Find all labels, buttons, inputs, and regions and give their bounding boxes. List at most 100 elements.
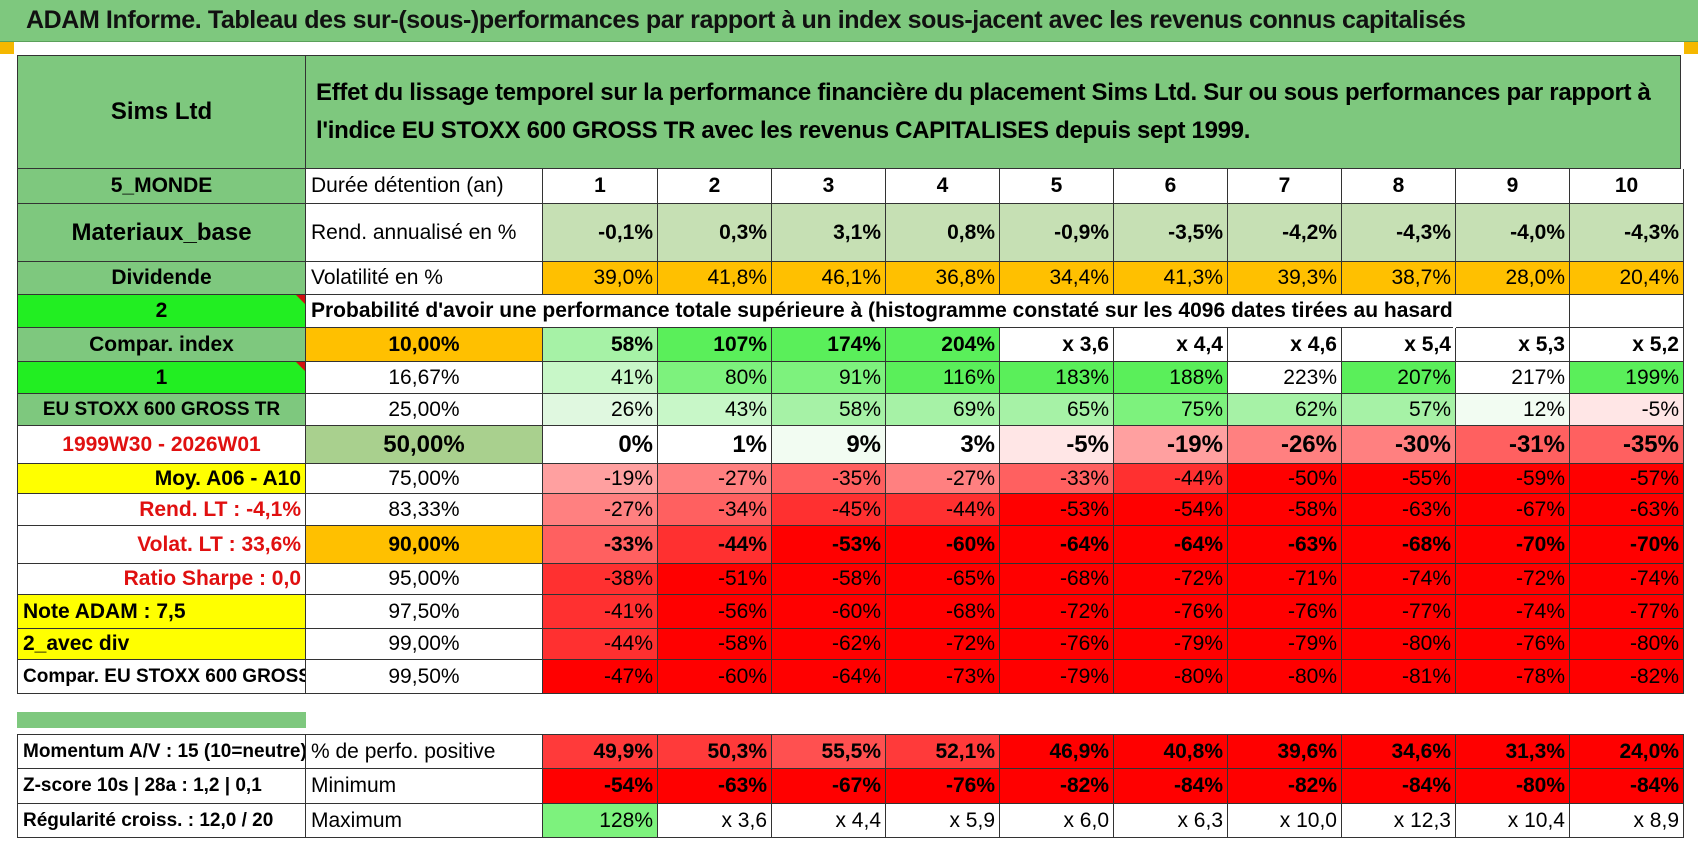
bottom-value-cell: x 10,4 [1456, 804, 1570, 838]
prob-value-cell: 43% [658, 394, 772, 426]
prob-value-cell: 26% [543, 394, 658, 426]
prob-value-cell: -68% [886, 595, 1000, 629]
prob-value-cell: -60% [658, 660, 772, 694]
prob-value-cell: -27% [886, 464, 1000, 494]
bottom-value-cell: 31,3% [1456, 734, 1570, 769]
bottom-value-cell: 40,8% [1114, 734, 1228, 769]
year-header-cell: 9 [1456, 169, 1570, 204]
compar-full-cell: Compar. EU STOXX 600 GROSS TR [17, 660, 306, 694]
prob-threshold-cell: 99,00% [306, 629, 543, 660]
prob-value-cell: -33% [543, 526, 658, 564]
prob-value-cell: 62% [1228, 394, 1342, 426]
rend-value-cell: -4,2% [1228, 204, 1342, 262]
vol-value-cell: 46,1% [772, 262, 886, 295]
year-header-cell: 3 [772, 169, 886, 204]
prob-value-cell: -59% [1456, 464, 1570, 494]
bottom-value-cell: x 5,9 [886, 804, 1000, 838]
prob-value-cell: -31% [1456, 426, 1570, 464]
prob-value-cell: -53% [772, 526, 886, 564]
prob-value-cell: -80% [1114, 660, 1228, 694]
prob-value-cell: -80% [1342, 629, 1456, 660]
year-header-cell: 2 [658, 169, 772, 204]
corner-marker-right [1684, 42, 1698, 54]
prob-value-cell: 9% [772, 426, 886, 464]
prob-value-cell: 69% [886, 394, 1000, 426]
period-cell: 1999W30 - 2026W01 [17, 426, 306, 464]
prob-value-cell: -78% [1456, 660, 1570, 694]
vol-value-cell: 41,8% [658, 262, 772, 295]
prob-value-cell: -35% [772, 464, 886, 494]
bottom-value-cell: 128% [543, 804, 658, 838]
prob-value-cell: 80% [658, 362, 772, 394]
bottom-value-cell: -82% [1000, 769, 1114, 804]
vol-label: Volatilité en % [306, 262, 543, 295]
rend-value-cell: 0,3% [658, 204, 772, 262]
prob-value-cell: 107% [658, 328, 772, 362]
vol-value-cell: 36,8% [886, 262, 1000, 295]
rend-value-cell: 3,1% [772, 204, 886, 262]
year-header-cell: 10 [1570, 169, 1684, 204]
prob-threshold-cell: 97,50% [306, 595, 543, 629]
prob-value-cell: -30% [1342, 426, 1456, 464]
year-header-cell: 6 [1114, 169, 1228, 204]
prob-value-cell: -72% [886, 629, 1000, 660]
year-header-cell: 8 [1342, 169, 1456, 204]
vol-value-cell: 20,4% [1570, 262, 1684, 295]
sharpe-cell: Ratio Sharpe : 0,0 [17, 564, 306, 595]
bottom-value-cell: 50,3% [658, 734, 772, 769]
avec-div-cell: 2_avec div [17, 629, 306, 660]
prob-value-cell: 58% [772, 394, 886, 426]
prob-value-cell: -58% [658, 629, 772, 660]
prob-value-cell: -70% [1456, 526, 1570, 564]
prob-value-cell: -76% [1228, 595, 1342, 629]
prob-value-cell: -74% [1342, 564, 1456, 595]
prob-value-cell: -71% [1228, 564, 1342, 595]
prob-value-cell: 199% [1570, 362, 1684, 394]
prob-value-cell: -53% [1000, 494, 1114, 526]
prob-value-cell: -5% [1570, 394, 1684, 426]
prob-value-cell: x 3,6 [1000, 328, 1114, 362]
year-header-cell: 5 [1000, 169, 1114, 204]
prob-value-cell: -63% [1570, 494, 1684, 526]
prob-value-cell: -27% [658, 464, 772, 494]
bottom-value-cell: 52,1% [886, 734, 1000, 769]
probability-header: Probabilité d'avoir une performance tota… [306, 295, 1453, 328]
bottom-value-cell: 24,0% [1570, 734, 1684, 769]
vol-value-cell: 39,0% [543, 262, 658, 295]
prob-threshold-cell: 95,00% [306, 564, 543, 595]
prob-value-cell: -63% [1228, 526, 1342, 564]
prob-value-cell: -44% [886, 494, 1000, 526]
prob-value-cell: -79% [1000, 660, 1114, 694]
prob-value-cell: x 5,2 [1570, 328, 1684, 362]
prob-value-cell: 174% [772, 328, 886, 362]
prob-value-cell: -44% [1114, 464, 1228, 494]
indicator-cell: Momentum A/V : 15 (10=neutre) [17, 734, 306, 769]
rend-value-cell: -4,3% [1570, 204, 1684, 262]
prob-value-cell: x 4,4 [1114, 328, 1228, 362]
vol-value-cell: 28,0% [1456, 262, 1570, 295]
prob-value-cell: -64% [772, 660, 886, 694]
bottom-value-cell: -80% [1456, 769, 1570, 804]
bottom-value-cell: -67% [772, 769, 886, 804]
prob-value-cell: 183% [1000, 362, 1114, 394]
bottom-value-cell: x 8,9 [1570, 804, 1684, 838]
prob-value-cell: -54% [1114, 494, 1228, 526]
bottom-value-cell: x 3,6 [658, 804, 772, 838]
prob-value-cell: -77% [1570, 595, 1684, 629]
bottom-value-cell: -63% [658, 769, 772, 804]
prob-value-cell: -60% [772, 595, 886, 629]
prob-value-cell: -5% [1000, 426, 1114, 464]
bottom-value-cell: 46,9% [1000, 734, 1114, 769]
bottom-label-cell: Minimum [306, 769, 543, 804]
prob-value-cell: -76% [1456, 629, 1570, 660]
prob-value-cell: -44% [543, 629, 658, 660]
year-header-cell: 1 [543, 169, 658, 204]
prob-threshold-cell: 99,50% [306, 660, 543, 694]
prob-value-cell: -38% [543, 564, 658, 595]
prob-value-cell: 204% [886, 328, 1000, 362]
prob-value-cell: 65% [1000, 394, 1114, 426]
prob-value-cell: -73% [886, 660, 1000, 694]
bottom-value-cell: 49,9% [543, 734, 658, 769]
compar-code-cell: 1 [17, 362, 306, 394]
prob-value-cell: -72% [1000, 595, 1114, 629]
